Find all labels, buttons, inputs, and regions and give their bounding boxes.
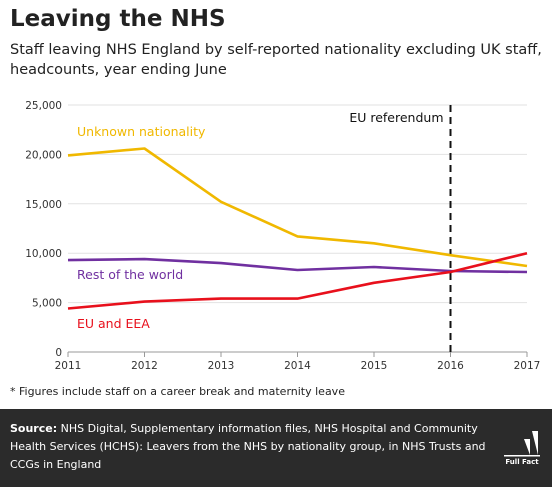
x-tick-label: 2013	[208, 360, 235, 372]
y-tick-label: 25,000	[25, 100, 62, 112]
series-line-unknown-nationality	[67, 147, 528, 268]
source-label: Source:	[10, 422, 58, 435]
series-labels: Unknown nationality Rest of the world EU a…	[77, 124, 206, 331]
series-label-rest-of-the-world: Rest of the world	[77, 267, 183, 282]
source-bar: Source: NHS Digital, Supplementary infor…	[0, 409, 552, 487]
series-lines	[67, 147, 528, 310]
footnote: * Figures include staff on a career brea…	[10, 385, 345, 398]
y-tick-label: 0	[55, 347, 62, 359]
annotations: EU referendum	[349, 105, 452, 352]
y-tick-label: 15,000	[25, 199, 62, 211]
series-label-eu-and-eea: EU and EEA	[77, 316, 150, 331]
y-tick-label: 20,000	[25, 149, 62, 161]
x-tick-label: 2014	[284, 360, 311, 372]
y-tick-label: 5,000	[32, 298, 62, 310]
logo-text: Full Fact	[505, 458, 539, 466]
x-axis-ticks: 2011 2012 2013 2014 2015 2016 2017	[55, 352, 541, 372]
x-tick-label: 2011	[55, 360, 82, 372]
gridlines	[68, 104, 527, 353]
chart-title: Leaving the NHS	[10, 6, 226, 32]
chart-subtitle: Staff leaving NHS England by self-report…	[10, 42, 542, 78]
series-line-eu-and-eea	[67, 251, 528, 310]
full-fact-logo: Full Fact	[504, 431, 540, 466]
series-label-unknown-nationality: Unknown nationality	[77, 124, 206, 139]
x-tick-label: 2012	[131, 360, 158, 372]
x-tick-label: 2015	[361, 360, 388, 372]
eu-referendum-label: EU referendum	[349, 110, 443, 125]
x-tick-label: 2017	[514, 360, 541, 372]
source-text: Source: NHS Digital, Supplementary infor…	[10, 420, 496, 474]
y-axis-ticks: 0 5,000 10,000 15,000 20,000 25,000	[25, 100, 62, 359]
x-tick-label: 2016	[437, 360, 464, 372]
source-body: NHS Digital, Supplementary information f…	[10, 422, 486, 471]
y-tick-label: 10,000	[25, 248, 62, 260]
